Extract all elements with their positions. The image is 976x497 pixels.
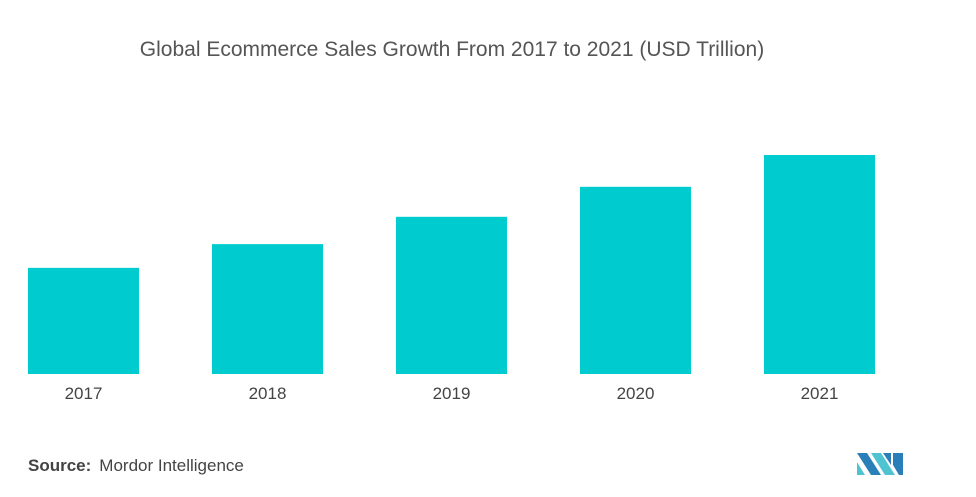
bar-2019 bbox=[396, 216, 507, 374]
x-tick-label: 2021 bbox=[801, 384, 839, 403]
bar-chart: 2017 2018 2019 2020 2021 bbox=[28, 155, 875, 403]
x-tick-label: 2017 bbox=[65, 384, 103, 403]
chart-title: Global Ecommerce Sales Growth From 2017 … bbox=[139, 38, 765, 61]
source-text: Mordor Intelligence bbox=[99, 456, 244, 475]
bar-2021 bbox=[764, 155, 875, 374]
x-tick-label: 2020 bbox=[617, 384, 655, 403]
source-note: Source: Mordor Intelligence bbox=[28, 456, 244, 476]
x-tick-label: 2019 bbox=[433, 384, 471, 403]
source-label: Source: bbox=[28, 456, 92, 475]
bar-2017 bbox=[28, 267, 139, 374]
mordor-logo-icon bbox=[857, 453, 903, 475]
bar-2018 bbox=[212, 244, 323, 374]
bar-2020 bbox=[580, 186, 691, 374]
x-tick-label: 2018 bbox=[249, 384, 287, 403]
